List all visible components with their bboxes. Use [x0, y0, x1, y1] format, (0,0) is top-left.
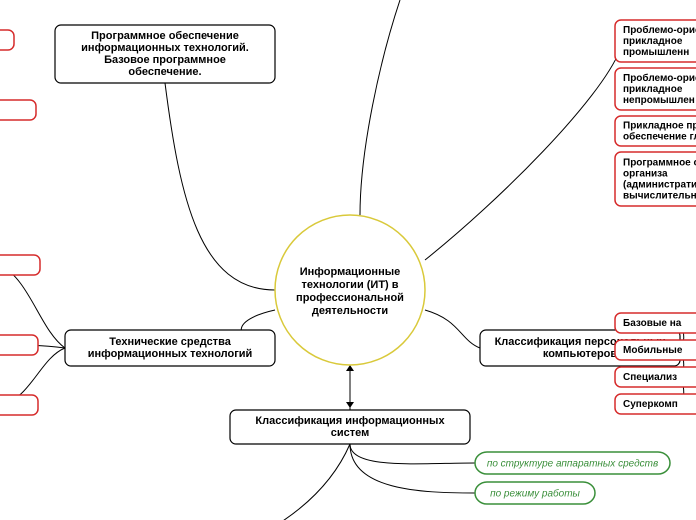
svg-text:Специализ: Специализ — [623, 372, 677, 383]
edge — [425, 50, 620, 260]
svg-text:Мобильные: Мобильные — [623, 344, 683, 356]
svg-text:по режиму работы: по режиму работы — [490, 488, 580, 500]
svg-text:Технические средстваинформацио: Технические средстваинформационных техно… — [88, 336, 253, 360]
svg-text:Суперкомп: Суперкомп — [623, 399, 678, 410]
arrowhead — [346, 365, 354, 371]
red-left-node-2[interactable] — [0, 255, 40, 275]
red-left-node-0[interactable] — [0, 30, 14, 50]
edge — [350, 444, 475, 464]
edge — [360, 0, 400, 215]
edge — [350, 444, 475, 493]
edge — [250, 444, 350, 520]
svg-text:Информационныетехнологии (ИТ): Информационныетехнологии (ИТ) впрофессио… — [296, 266, 404, 317]
red-left-node-1[interactable] — [0, 100, 36, 120]
svg-text:Программное обеорганиза(админи: Программное обеорганиза(административычи… — [623, 156, 696, 201]
edge — [425, 310, 480, 348]
edge — [165, 83, 275, 290]
mindmap-canvas: Информационныетехнологии (ИТ) впрофессио… — [0, 0, 696, 520]
arrowhead — [346, 402, 354, 408]
svg-text:по структуре аппаратных средст: по структуре аппаратных средств — [487, 459, 658, 470]
red-left-node-3[interactable] — [0, 335, 38, 355]
svg-text:Прикладное пробеспечение гло: Прикладное пробеспечение гло — [623, 120, 696, 142]
red-left-node-4[interactable] — [0, 395, 38, 415]
svg-text:Базовые на: Базовые на — [623, 318, 682, 329]
